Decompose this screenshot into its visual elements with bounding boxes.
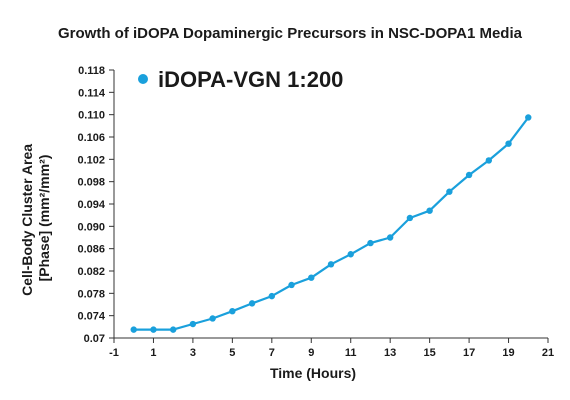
legend-marker (138, 74, 148, 84)
data-point (426, 207, 433, 214)
x-tick-label: 13 (384, 347, 396, 359)
y-tick-label: 0.102 (77, 154, 105, 166)
data-point (525, 114, 532, 121)
y-tick-label: 0.07 (84, 333, 105, 345)
data-point (308, 274, 315, 281)
y-tick-label: 0.106 (77, 132, 105, 144)
data-point (446, 188, 453, 195)
data-point (465, 171, 473, 179)
data-point (288, 281, 295, 289)
data-point (505, 140, 512, 147)
data-point (268, 292, 276, 300)
y-tick-label: 0.094 (77, 199, 105, 211)
x-tick-label: 19 (502, 347, 514, 359)
y-tick-label: 0.098 (77, 177, 105, 189)
y-tick-label: 0.114 (78, 87, 106, 99)
data-point (169, 326, 177, 333)
data-point (130, 326, 137, 333)
plot-area: 0.07 0.074 0.078 0.082 0.086 0.090 0.094 0.098 0… (77, 65, 554, 359)
data-point (327, 261, 335, 268)
y-tick-label: 0.118 (78, 65, 105, 77)
y-tick-label: 0.082 (77, 266, 105, 278)
x-tick-label: 21 (542, 347, 554, 359)
y-tick-label: 0.086 (77, 244, 105, 256)
data-point (406, 214, 414, 222)
data-point (367, 239, 374, 247)
x-tick-label: 3 (190, 347, 196, 359)
y-axis-label: Cell-Body Cluster Area [Phase] (mm²/mm²) (19, 140, 52, 296)
x-tick-label: 9 (308, 347, 314, 359)
data-point (386, 234, 394, 241)
data-point (150, 326, 157, 333)
x-tick-label: 5 (229, 347, 235, 359)
y-tick-label: 0.074 (77, 311, 105, 323)
data-point (485, 157, 493, 164)
x-tick-label: 11 (345, 347, 357, 359)
data-point (347, 251, 354, 258)
y-axis-label-line1: Cell-Body Cluster Area (19, 144, 35, 296)
legend: iDOPA-VGN 1:200 (138, 67, 343, 92)
x-tick-label: -1 (109, 347, 119, 359)
chart-title: Growth of iDOPA Dopaminergic Precursors … (58, 25, 523, 42)
x-tick-label: 15 (424, 347, 436, 359)
data-point (189, 320, 197, 328)
x-axis-label: Time (Hours) (270, 365, 356, 381)
data-point (248, 300, 256, 307)
x-tick-label: 17 (463, 347, 475, 359)
y-axis-label-line2: [Phase] (mm²/mm²) (36, 155, 52, 282)
data-point (229, 308, 236, 315)
x-tick-label: 1 (150, 347, 156, 359)
y-tick-label: 0.090 (77, 221, 105, 233)
series-line (133, 116, 530, 331)
data-point (209, 315, 216, 322)
x-tick-label: 7 (269, 347, 275, 359)
y-tick-label: 0.110 (78, 110, 105, 122)
legend-label: iDOPA-VGN 1:200 (158, 67, 343, 92)
y-tick-label: 0.078 (77, 288, 105, 300)
